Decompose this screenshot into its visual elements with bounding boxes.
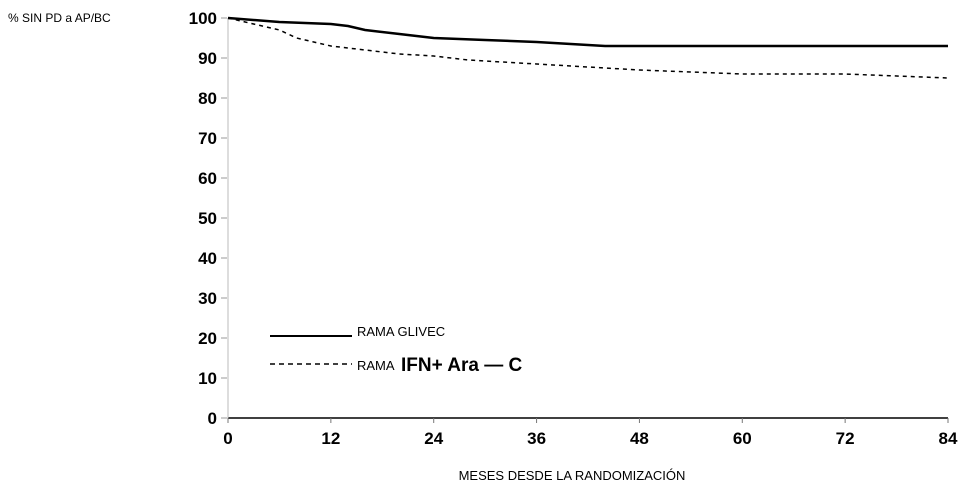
series-line-ifn-ara-c [227,17,949,79]
y-tick-label: 70 [198,129,217,148]
x-tick-label: 0 [223,429,232,448]
x-tick-label: 48 [630,429,649,448]
x-tick-label: 24 [424,429,443,448]
x-axis-title: MESES DESDE LA RANDOMIZACIÓN [459,468,686,483]
series-line-glivec [227,16,948,48]
x-ticks: 0 12 24 36 48 60 72 84 [223,418,958,448]
y-tick-label: 100 [189,9,217,28]
legend-label-glivec: RAMA GLIVEC [357,324,445,339]
x-tick-label: 36 [527,429,546,448]
y-tick-label: 20 [198,329,217,348]
y-ticks: 0 10 20 30 40 50 60 70 80 90 100 [189,9,227,428]
y-axis-title: % SIN PD a AP/BC [8,11,111,25]
x-tick-label: 60 [733,429,752,448]
y-tick-label: 80 [198,89,217,108]
legend-label-ifn-prefix: RAMA [357,358,395,373]
y-tick-label: 60 [198,169,217,188]
y-tick-label: 40 [198,249,217,268]
y-tick-label: 90 [198,49,217,68]
legend-label-ifn-main: IFN+ Ara — C [401,355,523,376]
y-tick-label: 10 [198,369,217,388]
y-tick-label: 0 [208,409,217,428]
series-lines [227,16,949,79]
legend: RAMA GLIVEC RAMA IFN+ Ara — C [270,324,523,376]
x-tick-label: 84 [939,429,958,448]
y-tick-label: 30 [198,289,217,308]
x-tick-label: 12 [321,429,340,448]
y-tick-label: 50 [198,209,217,228]
x-tick-label: 72 [836,429,855,448]
